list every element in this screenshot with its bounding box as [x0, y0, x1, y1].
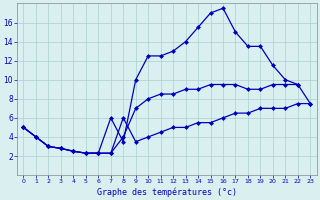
- X-axis label: Graphe des températures (°c): Graphe des températures (°c): [97, 187, 237, 197]
